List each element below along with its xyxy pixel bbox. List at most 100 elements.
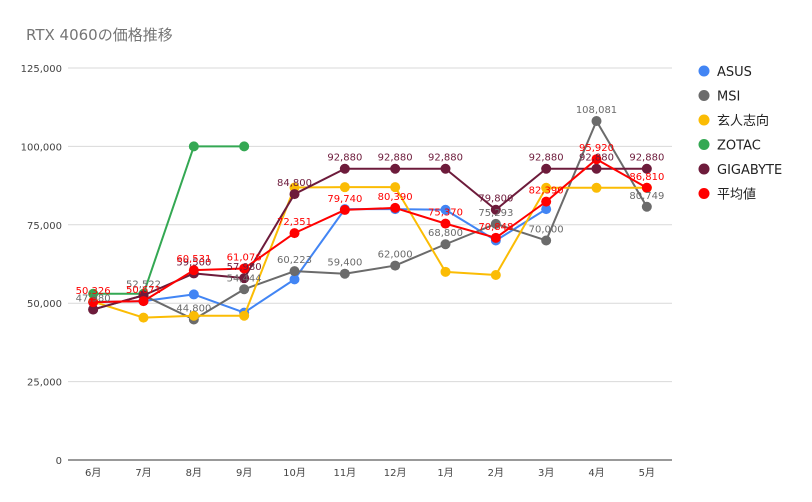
legend-item: ZOTAC xyxy=(698,139,761,154)
series-玄人志向 xyxy=(88,182,652,323)
data-label: 68,800 xyxy=(428,228,463,239)
x-tick-label: 2月 xyxy=(488,467,504,479)
legend-marker xyxy=(698,114,710,126)
y-tick-label: 100,000 xyxy=(21,142,62,153)
data-point xyxy=(138,296,149,307)
data-point xyxy=(339,163,350,174)
data-label: 59,400 xyxy=(327,258,362,269)
data-point xyxy=(541,204,552,215)
x-tick-label: 6月 xyxy=(85,467,101,479)
legend-marker xyxy=(698,90,710,101)
data-point xyxy=(239,310,250,321)
data-point xyxy=(339,268,350,279)
data-label: 60,223 xyxy=(277,255,312,266)
data-point xyxy=(641,201,652,212)
legend-label: 平均値 xyxy=(717,187,756,203)
x-tick-label: 7月 xyxy=(135,467,151,479)
legend-marker xyxy=(698,139,710,150)
data-label: 57,980 xyxy=(227,262,262,273)
series-ZOTAC xyxy=(88,141,250,299)
x-tick-label: 3月 xyxy=(538,467,554,479)
series-MSI xyxy=(88,116,652,325)
data-point xyxy=(541,163,552,174)
data-point xyxy=(591,182,602,193)
data-label: 92,880 xyxy=(327,153,362,164)
data-label: 92,880 xyxy=(428,153,463,164)
data-point xyxy=(289,274,300,285)
x-tick-label: 12月 xyxy=(384,467,407,479)
data-point xyxy=(641,182,652,193)
data-point xyxy=(239,141,250,152)
data-label: 75,370 xyxy=(428,208,463,219)
data-point xyxy=(289,228,300,239)
data-label: 92,880 xyxy=(629,153,664,164)
data-point xyxy=(541,235,552,246)
data-point xyxy=(88,297,99,308)
data-label: 84,800 xyxy=(277,178,312,189)
data-label: 47,980 xyxy=(76,294,111,305)
data-label: 79,800 xyxy=(478,194,513,205)
data-label: 62,000 xyxy=(378,250,413,261)
data-label: 75,293 xyxy=(478,208,513,219)
legend-item: MSI xyxy=(698,90,740,105)
legend-label: GIGABYTE xyxy=(717,163,782,178)
data-point xyxy=(541,196,552,207)
data-labels: 47,980 52,522 44,800 54,444 60,223 59,400 62,0… xyxy=(76,105,665,314)
series-line xyxy=(92,167,647,311)
legend: ASUS MSI 玄人志向 ZOTAC GIGABYTE 平均値 xyxy=(698,65,782,203)
data-point xyxy=(440,218,451,229)
series-line xyxy=(93,158,648,304)
x-tick-label: 9月 xyxy=(236,467,252,479)
data-label: 92,880 xyxy=(529,153,564,164)
data-label: 80,390 xyxy=(378,192,413,203)
data-point xyxy=(440,239,451,250)
data-label: 60,531 xyxy=(176,254,211,265)
data-point xyxy=(390,202,401,213)
data-label: 70,000 xyxy=(529,224,564,235)
data-point xyxy=(390,182,401,193)
data-label: 59,500 xyxy=(176,257,211,268)
data-point xyxy=(490,269,501,280)
series-group xyxy=(88,116,652,325)
data-point xyxy=(289,266,300,277)
data-point xyxy=(88,304,99,315)
data-point xyxy=(188,141,199,152)
data-label: 72,351 xyxy=(277,217,312,228)
gridlines xyxy=(68,67,672,461)
data-point xyxy=(239,263,250,274)
data-point xyxy=(390,163,401,174)
data-point xyxy=(490,218,501,229)
data-label: 50,671 xyxy=(126,285,161,296)
x-tick-label: 5月 xyxy=(639,467,655,479)
series-line xyxy=(93,208,547,314)
y-tick-label: 75,000 xyxy=(27,221,62,232)
data-label: 95,920 xyxy=(579,143,614,154)
data-point xyxy=(138,312,149,323)
data-label: 50,326 xyxy=(76,286,111,297)
data-point xyxy=(440,204,451,215)
x-tick-label: 8月 xyxy=(186,467,202,479)
data-point xyxy=(239,273,250,284)
data-point xyxy=(541,182,552,193)
data-label: 80,749 xyxy=(629,191,664,202)
data-point xyxy=(188,265,199,276)
x-tick-label: 4月 xyxy=(588,467,604,479)
y-tick-label: 25,000 xyxy=(27,378,62,389)
data-point xyxy=(490,204,501,215)
legend-label: 玄人志向 xyxy=(717,113,769,129)
legend-item: 玄人志向 xyxy=(698,113,769,129)
data-label: 61,076 xyxy=(227,252,262,263)
data-label: 86,810 xyxy=(629,172,664,183)
data-point xyxy=(239,284,250,295)
data-label: 79,740 xyxy=(327,194,362,205)
legend-item: ASUS xyxy=(698,65,752,80)
y-axis: 0 25,000 50,000 75,000 100,000 125,000 xyxy=(21,64,62,467)
data-label: 44,800 xyxy=(176,304,211,315)
data-point xyxy=(390,260,401,271)
data-label: 70,848 xyxy=(478,222,513,233)
data-point xyxy=(591,154,602,165)
data-label: 92,880 xyxy=(378,153,413,164)
legend-label: ZOTAC xyxy=(717,139,761,154)
data-label: 92,880 xyxy=(579,153,614,164)
